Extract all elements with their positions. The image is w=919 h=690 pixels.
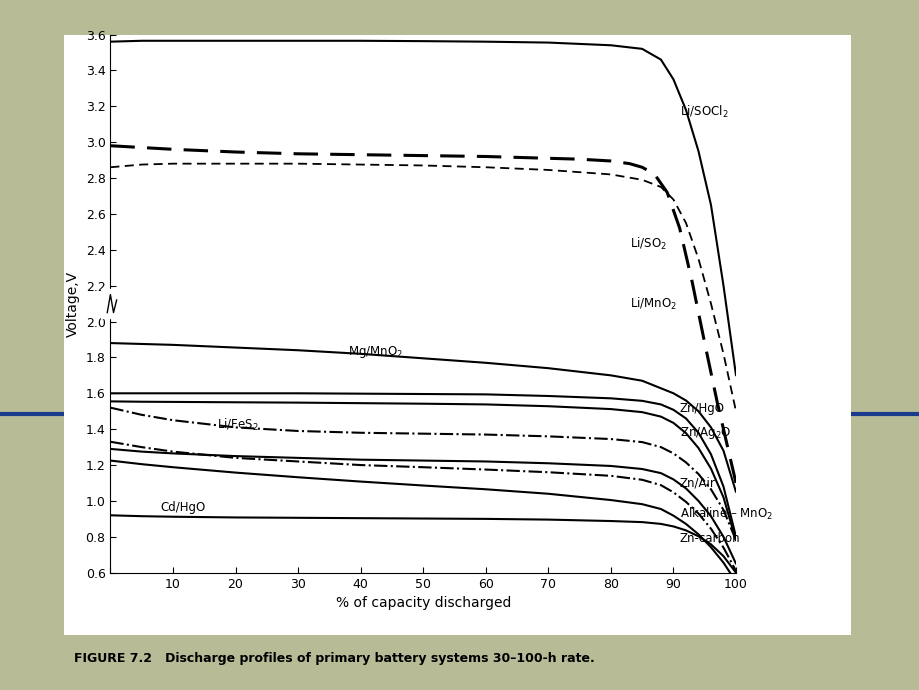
Text: Li/MnO$_2$: Li/MnO$_2$ (629, 295, 676, 312)
Text: Li/SOCl$_2$: Li/SOCl$_2$ (679, 104, 728, 119)
X-axis label: % of capacity discharged: % of capacity discharged (335, 596, 510, 610)
Text: Li/FeS$_2$: Li/FeS$_2$ (217, 417, 258, 433)
Text: Li/SO$_2$: Li/SO$_2$ (629, 237, 666, 253)
Text: Cd/HgO: Cd/HgO (160, 501, 206, 514)
Text: Mg/MnO$_2$: Mg/MnO$_2$ (347, 344, 403, 360)
Text: Alkaline – MnO$_2$: Alkaline – MnO$_2$ (679, 506, 772, 522)
Text: Zn/Air: Zn/Air (679, 477, 715, 489)
Text: Zn/HgO: Zn/HgO (679, 402, 724, 415)
Text: Zn/Ag$_2$O: Zn/Ag$_2$O (679, 425, 731, 441)
Y-axis label: Voltage,V: Voltage,V (66, 270, 80, 337)
Text: FIGURE 7.2   Discharge profiles of primary battery systems 30–100-h rate.: FIGURE 7.2 Discharge profiles of primary… (74, 653, 594, 665)
Text: Zn-carbon: Zn-carbon (679, 532, 740, 545)
